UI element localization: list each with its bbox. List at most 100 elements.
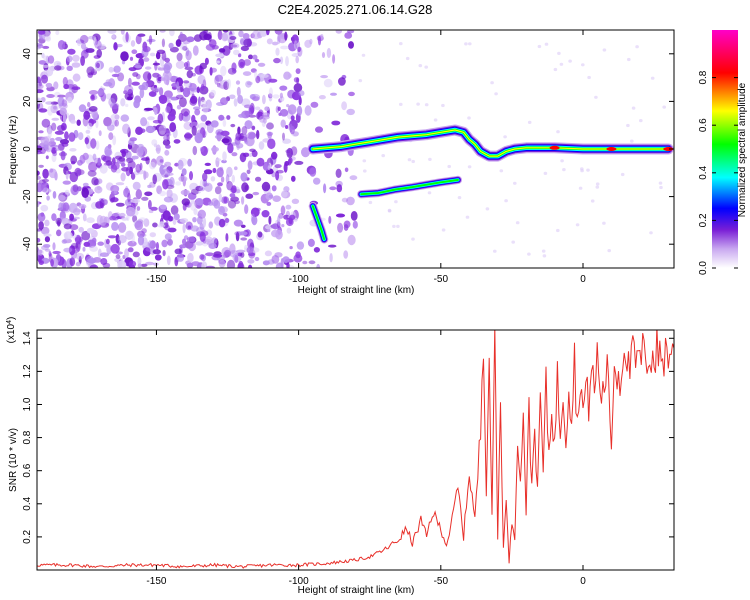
noise-dot bbox=[110, 113, 120, 122]
noise-dot bbox=[50, 137, 55, 142]
noise-dot bbox=[217, 182, 223, 187]
noise-dot bbox=[493, 249, 497, 253]
noise-dot bbox=[266, 201, 272, 206]
noise-dot bbox=[284, 161, 290, 166]
snr-y-tick-label: 1.0 bbox=[22, 397, 33, 411]
noise-dot bbox=[154, 107, 158, 115]
noise-dot bbox=[161, 51, 167, 61]
noise-dot bbox=[275, 47, 280, 56]
noise-dot bbox=[41, 74, 48, 84]
noise-dot bbox=[167, 238, 174, 246]
noise-dot bbox=[252, 54, 258, 60]
noise-dot bbox=[348, 91, 355, 97]
noise-dot bbox=[170, 96, 177, 101]
noise-dot bbox=[182, 223, 186, 234]
noise-dot bbox=[272, 41, 279, 46]
noise-dot bbox=[209, 67, 217, 73]
noise-dot bbox=[250, 207, 260, 217]
noise-dot bbox=[110, 243, 120, 254]
noise-dot bbox=[308, 260, 316, 265]
noise-dot bbox=[441, 103, 445, 108]
noise-dot bbox=[296, 105, 303, 116]
noise-dot bbox=[317, 35, 322, 46]
noise-dot bbox=[182, 80, 190, 84]
noise-dot bbox=[271, 151, 278, 160]
noise-dot bbox=[211, 146, 219, 152]
noise-dot bbox=[441, 228, 446, 232]
noise-dot bbox=[250, 213, 256, 224]
noise-dot bbox=[69, 171, 79, 183]
noise-dot bbox=[238, 113, 246, 118]
noise-dot bbox=[134, 64, 142, 69]
noise-dot bbox=[337, 222, 344, 233]
noise-dot bbox=[38, 260, 44, 265]
noise-dot bbox=[503, 135, 507, 139]
noise-dot bbox=[274, 164, 282, 169]
noise-dot bbox=[127, 240, 137, 247]
noise-dot bbox=[235, 132, 242, 141]
noise-dot bbox=[289, 125, 295, 135]
noise-dot bbox=[42, 45, 50, 49]
hot-spot bbox=[549, 145, 560, 150]
noise-dot bbox=[42, 64, 49, 69]
noise-dot bbox=[52, 151, 58, 157]
noise-dot bbox=[127, 77, 132, 87]
noise-dot bbox=[86, 217, 95, 224]
noise-dot bbox=[235, 231, 240, 242]
noise-dot bbox=[233, 49, 240, 56]
noise-dot bbox=[318, 95, 326, 100]
noise-dot bbox=[494, 92, 498, 96]
noise-dot bbox=[59, 107, 67, 116]
noise-dot bbox=[147, 72, 152, 81]
noise-dot bbox=[595, 185, 600, 189]
spectrogram-y-tick-label: -20 bbox=[22, 189, 33, 204]
noise-dot bbox=[52, 242, 56, 251]
noise-dot bbox=[124, 84, 134, 95]
noise-dot bbox=[285, 149, 291, 154]
noise-dot bbox=[347, 234, 356, 246]
noise-dot bbox=[104, 145, 112, 157]
noise-dot bbox=[467, 165, 472, 169]
noise-dot bbox=[199, 146, 205, 152]
noise-dot bbox=[55, 30, 60, 36]
noise-dot bbox=[280, 205, 286, 216]
noise-dot bbox=[316, 263, 321, 268]
snr-x-tick-label: -100 bbox=[289, 576, 309, 587]
noise-dot bbox=[51, 117, 60, 121]
noise-dot bbox=[180, 189, 190, 196]
noise-dot bbox=[66, 55, 73, 63]
noise-dot bbox=[416, 102, 420, 106]
noise-dot bbox=[89, 119, 97, 124]
noise-dot bbox=[136, 206, 141, 211]
noise-dot bbox=[290, 146, 298, 156]
noise-dot bbox=[336, 184, 343, 193]
noise-dot bbox=[97, 157, 101, 166]
noise-dot bbox=[321, 52, 326, 58]
noise-dot bbox=[79, 34, 89, 44]
noise-dot bbox=[38, 221, 44, 230]
noise-dot bbox=[130, 172, 136, 180]
noise-dot bbox=[120, 114, 130, 122]
noise-dot bbox=[218, 218, 226, 228]
colorbar-ticks: 0.0 0.2 0.4 0.6 0.8 bbox=[698, 70, 738, 275]
noise-dot bbox=[85, 129, 91, 134]
noise-dot bbox=[50, 104, 58, 114]
noise-dot bbox=[38, 164, 44, 168]
noise-dot bbox=[97, 241, 104, 246]
noise-dot bbox=[247, 238, 254, 249]
noise-dot bbox=[279, 92, 283, 99]
noise-dot bbox=[43, 244, 51, 248]
noise-dot bbox=[113, 65, 121, 73]
noise-dot bbox=[179, 218, 189, 223]
noise-dot bbox=[78, 226, 84, 233]
noise-dot bbox=[394, 200, 398, 204]
noise-dot bbox=[148, 91, 157, 97]
noise-dot bbox=[103, 116, 112, 127]
noise-dot bbox=[260, 114, 270, 120]
noise-dot bbox=[175, 60, 185, 69]
snr-y-tick-label: 1.4 bbox=[22, 331, 33, 345]
noise-dot bbox=[181, 198, 190, 206]
noise-dot bbox=[50, 144, 59, 148]
noise-dot bbox=[296, 241, 305, 250]
noise-dot bbox=[162, 179, 169, 190]
